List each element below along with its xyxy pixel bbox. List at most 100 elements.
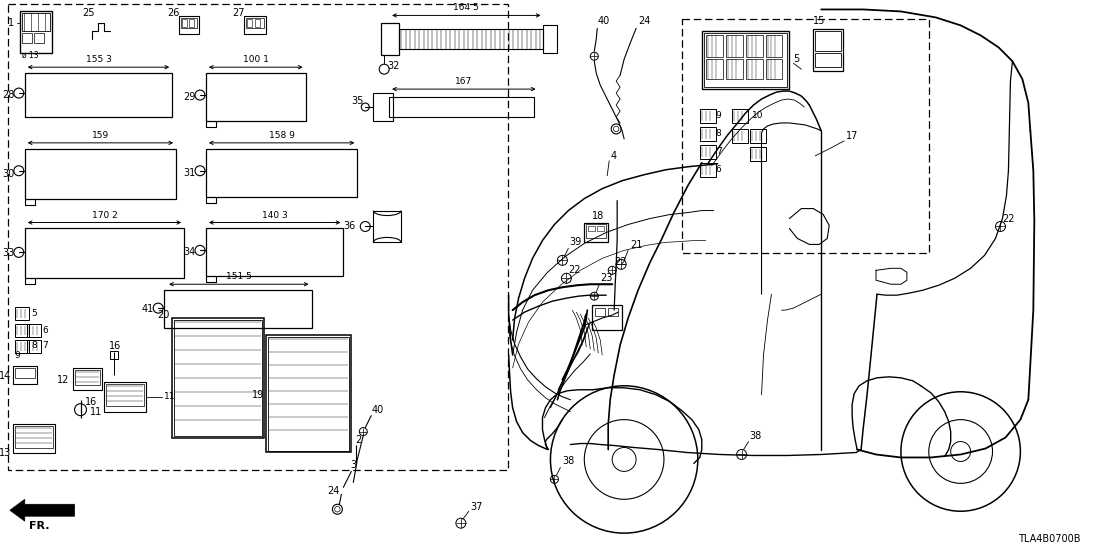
Text: 8: 8	[32, 341, 38, 351]
Bar	[255, 19, 259, 27]
Bar	[182, 19, 187, 27]
Text: 26: 26	[167, 8, 179, 18]
Bar	[726, 59, 742, 79]
Bar	[608, 308, 618, 316]
Bar	[399, 29, 544, 49]
Bar	[704, 33, 788, 87]
Text: 39: 39	[570, 238, 582, 248]
Text: 38: 38	[563, 456, 575, 466]
Bar	[700, 127, 716, 141]
Bar	[750, 147, 766, 161]
Bar	[746, 59, 762, 79]
Text: 159: 159	[92, 131, 109, 140]
Text: 28: 28	[2, 90, 14, 100]
Bar	[104, 382, 146, 412]
Text: 3: 3	[350, 460, 357, 470]
Text: TLA4B0700B: TLA4B0700B	[1018, 534, 1081, 544]
Text: 35: 35	[351, 96, 363, 106]
Text: 30: 30	[2, 169, 14, 179]
Bar	[72, 368, 102, 390]
Bar	[14, 368, 34, 378]
Text: 36: 36	[343, 222, 356, 232]
Bar	[731, 129, 748, 143]
Text: 8: 8	[716, 130, 721, 138]
Bar	[706, 35, 722, 57]
Text: 20: 20	[156, 310, 170, 320]
Bar	[181, 18, 197, 28]
Text: 27: 27	[232, 8, 245, 18]
Bar	[681, 19, 929, 253]
Bar	[746, 35, 762, 57]
Text: ø 13: ø 13	[22, 51, 39, 60]
Bar	[731, 109, 748, 123]
Text: 32: 32	[387, 61, 399, 71]
Text: 16: 16	[110, 341, 122, 351]
Bar	[20, 12, 52, 53]
Text: 7: 7	[716, 147, 721, 156]
Text: 158 9: 158 9	[269, 131, 295, 140]
Bar	[74, 370, 101, 385]
Bar	[588, 227, 595, 232]
Bar	[189, 19, 194, 27]
Bar	[595, 308, 605, 316]
Text: 11: 11	[164, 392, 176, 401]
Text: 155 3: 155 3	[85, 55, 112, 64]
Bar	[206, 73, 306, 121]
Text: 11: 11	[90, 407, 102, 417]
Text: 29: 29	[184, 92, 196, 102]
Text: 140 3: 140 3	[261, 211, 288, 219]
Text: 151 5: 151 5	[226, 272, 252, 281]
Bar	[14, 425, 53, 448]
Bar	[266, 335, 351, 453]
Bar	[106, 384, 144, 406]
Bar	[815, 53, 841, 67]
Bar	[584, 223, 608, 243]
Bar	[766, 35, 782, 57]
Text: 1: 1	[8, 18, 14, 28]
Bar	[13, 366, 37, 384]
Text: 34: 34	[184, 248, 196, 258]
Bar	[22, 33, 32, 43]
Text: 15: 15	[813, 17, 825, 27]
Bar	[766, 59, 782, 79]
Bar	[815, 32, 841, 52]
Bar	[14, 307, 29, 320]
Text: 2: 2	[356, 434, 361, 444]
Bar	[8, 4, 507, 470]
Bar	[27, 340, 41, 353]
Text: 14: 14	[0, 371, 11, 381]
Bar	[14, 324, 29, 337]
Bar	[373, 93, 393, 121]
Bar	[544, 25, 557, 53]
Bar	[244, 17, 266, 34]
Text: 24: 24	[327, 486, 339, 496]
Text: 6: 6	[43, 326, 49, 335]
Text: 21: 21	[630, 240, 643, 250]
Text: 33: 33	[2, 248, 14, 258]
Text: 24: 24	[638, 17, 650, 27]
Bar	[24, 228, 184, 278]
Circle shape	[951, 442, 971, 461]
Text: 170 2: 170 2	[92, 211, 117, 219]
Text: 19: 19	[252, 390, 264, 400]
Bar	[597, 227, 604, 232]
Bar	[700, 109, 716, 123]
Bar	[24, 73, 172, 117]
Text: 4: 4	[611, 151, 616, 161]
Bar	[706, 59, 722, 79]
Bar	[373, 211, 401, 243]
Text: 22: 22	[568, 265, 581, 275]
Text: 9: 9	[14, 351, 21, 361]
Bar	[206, 228, 343, 276]
Text: 23: 23	[601, 273, 613, 283]
Text: FR.: FR.	[29, 521, 49, 531]
Bar	[247, 19, 252, 27]
Text: 37: 37	[471, 502, 483, 512]
Text: 167: 167	[455, 77, 472, 86]
Bar	[700, 145, 716, 159]
Text: 40: 40	[371, 404, 383, 415]
Text: 12: 12	[58, 375, 70, 385]
Text: 5: 5	[793, 54, 800, 64]
Text: 41: 41	[142, 304, 154, 314]
Bar	[586, 224, 606, 238]
